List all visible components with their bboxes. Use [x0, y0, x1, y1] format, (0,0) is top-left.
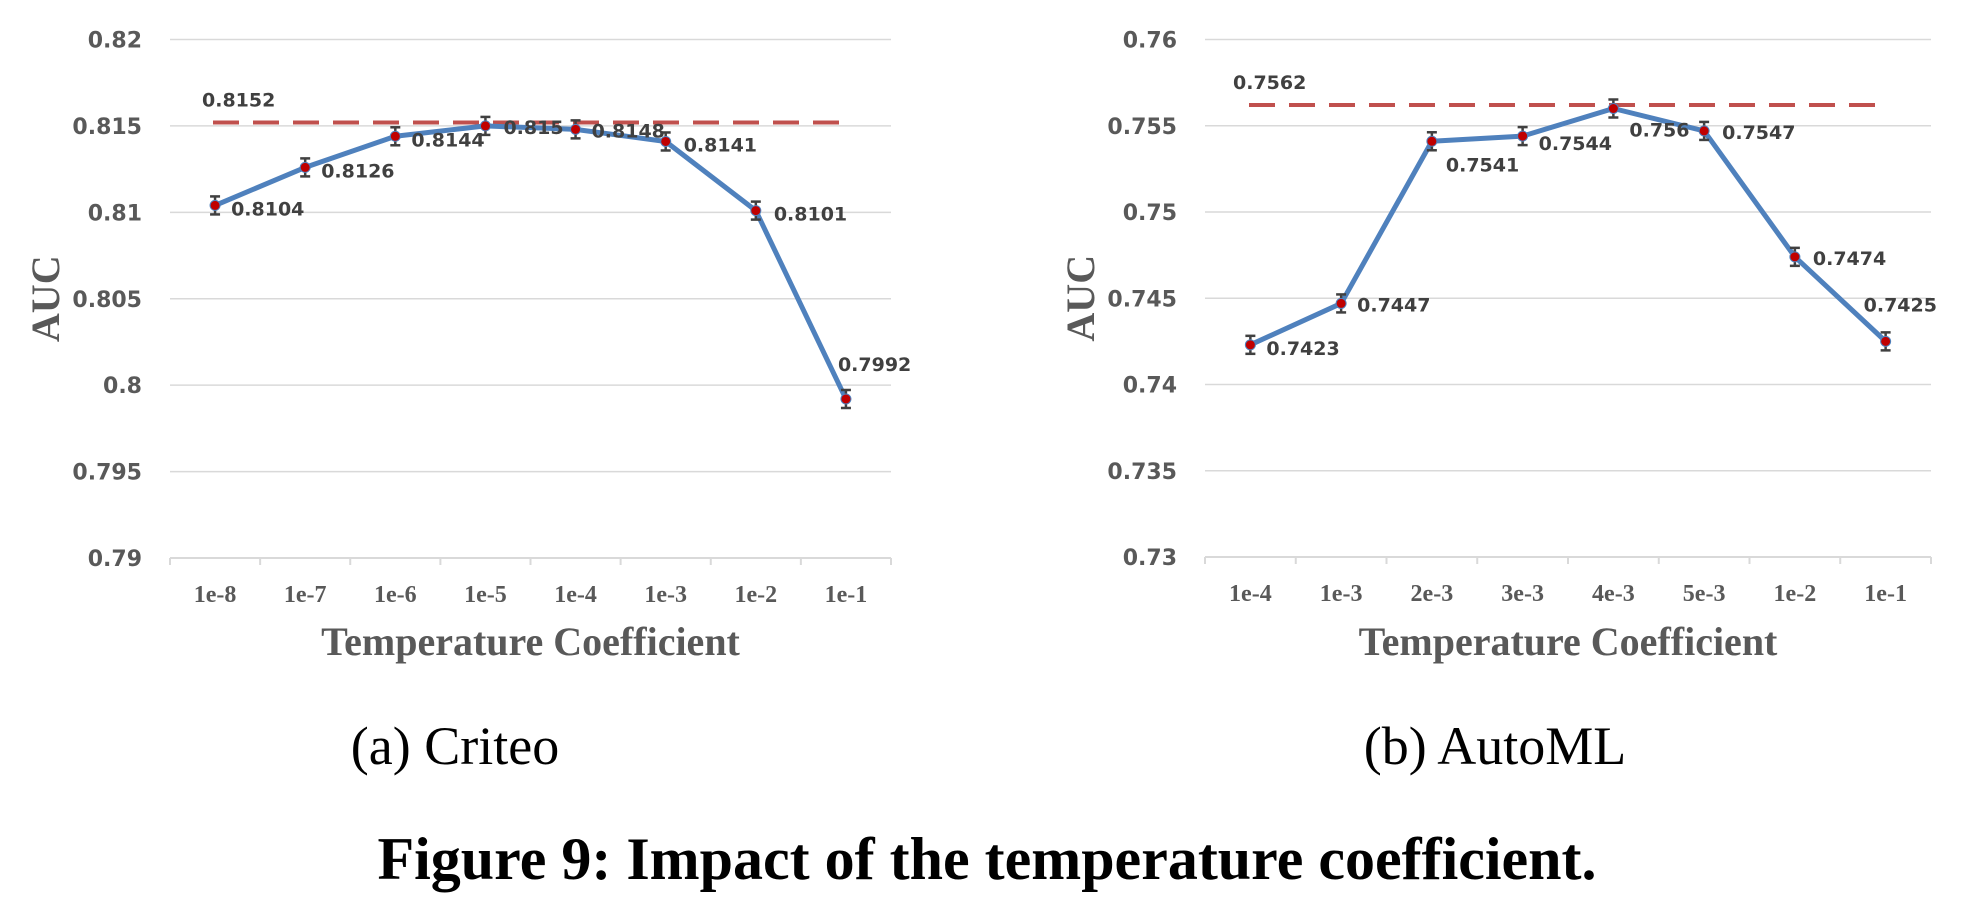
x-tick-label: 1e-8 — [194, 582, 237, 608]
data-label: 0.7447 — [1357, 294, 1430, 316]
y-tick-label: 0.74 — [1123, 374, 1177, 399]
data-point — [1698, 125, 1710, 137]
x-tick-label: 1e-3 — [644, 582, 687, 608]
data-label: 0.8148 — [592, 120, 665, 142]
data-label: 0.8144 — [411, 129, 484, 151]
x-tick-label: 1e-4 — [1229, 581, 1272, 607]
data-label: 0.7541 — [1446, 154, 1519, 176]
series-line — [1249, 106, 1888, 348]
data-point — [299, 161, 311, 173]
data-label: 0.756 — [1629, 120, 1689, 142]
x-tick-label: 1e-3 — [1320, 581, 1363, 607]
data-point — [660, 135, 672, 147]
series-line — [214, 123, 849, 401]
data-label: 0.8141 — [684, 134, 757, 156]
x-tick-label: 1e-4 — [554, 582, 597, 608]
y-axis-title: AUC — [23, 255, 68, 342]
y-tick-label: 0.755 — [1107, 115, 1177, 140]
chart-1: 0.82 0.815 0.81 0.805 0.8 0.795 0.79 1e-8 1e-7 1e… — [23, 29, 911, 665]
data-point — [1880, 335, 1892, 347]
data-point — [840, 393, 852, 405]
y-tick-label: 0.815 — [72, 115, 142, 140]
x-tick-label: 1e-1 — [1864, 581, 1907, 607]
baseline-label: 0.8152 — [202, 89, 275, 111]
data-point — [479, 120, 491, 132]
caption-b: (b) AutoML — [1363, 716, 1627, 776]
data-label: 0.8101 — [774, 204, 847, 226]
y-tick-label: 0.76 — [1123, 29, 1177, 54]
y-axis-title: AUC — [1058, 255, 1103, 342]
y-tick-label: 0.795 — [72, 461, 142, 486]
data-point — [209, 199, 221, 211]
x-tick-label: 1e-7 — [284, 582, 327, 608]
caption-a: (a) Criteo — [350, 716, 560, 776]
data-label: 0.7544 — [1539, 133, 1612, 155]
data-label: 0.815 — [503, 117, 563, 139]
data-point — [389, 130, 401, 142]
y-tick-label: 0.745 — [1107, 287, 1177, 312]
y-tick-label: 0.79 — [88, 547, 142, 572]
x-tick-label: 4e-3 — [1592, 581, 1635, 607]
x-tick-label: 2e-3 — [1411, 581, 1454, 607]
data-label: 0.8126 — [321, 160, 394, 182]
data-label: 0.7423 — [1266, 338, 1339, 360]
y-tick-label: 0.735 — [1107, 460, 1177, 485]
x-tick-label: 1e-6 — [374, 582, 417, 608]
x-tick-label: 1e-2 — [1774, 581, 1817, 607]
x-tick-label: 5e-3 — [1683, 581, 1726, 607]
data-point — [750, 205, 762, 217]
x-tick-label: 1e-5 — [464, 582, 507, 608]
data-label: 0.8104 — [231, 198, 304, 220]
y-tick-label: 0.805 — [72, 288, 142, 313]
data-point — [1426, 135, 1438, 147]
data-point — [1607, 103, 1619, 114]
x-tick-label: 3e-3 — [1501, 581, 1544, 607]
data-point — [1517, 130, 1529, 142]
data-point — [1244, 339, 1256, 351]
figure-title: Figure 9: Impact of the temperature coef… — [377, 826, 1597, 892]
data-label: 0.7425 — [1864, 294, 1937, 316]
data-label: 0.7474 — [1813, 248, 1886, 270]
chart-2: 0.76 0.755 0.75 0.745 0.74 0.735 0.73 1e-4 1e-3 2… — [1058, 29, 1937, 665]
y-tick-label: 0.82 — [88, 29, 142, 54]
x-axis-title: Temperature Coefficient — [1359, 619, 1778, 664]
data-point — [1789, 251, 1801, 263]
y-tick-label: 0.73 — [1123, 546, 1177, 571]
y-tick-label: 0.8 — [103, 374, 142, 399]
data-label: 0.7992 — [838, 354, 911, 376]
y-tick-label: 0.75 — [1123, 201, 1177, 226]
y-tick-label: 0.81 — [88, 201, 142, 226]
data-point — [570, 123, 582, 135]
x-tick-label: 1e-1 — [825, 582, 868, 608]
baseline-label: 0.7562 — [1233, 72, 1306, 94]
data-point — [1335, 297, 1347, 309]
x-axis-title: Temperature Coefficient — [321, 619, 740, 664]
data-label: 0.7547 — [1722, 122, 1795, 144]
x-tick-label: 1e-2 — [734, 582, 777, 608]
